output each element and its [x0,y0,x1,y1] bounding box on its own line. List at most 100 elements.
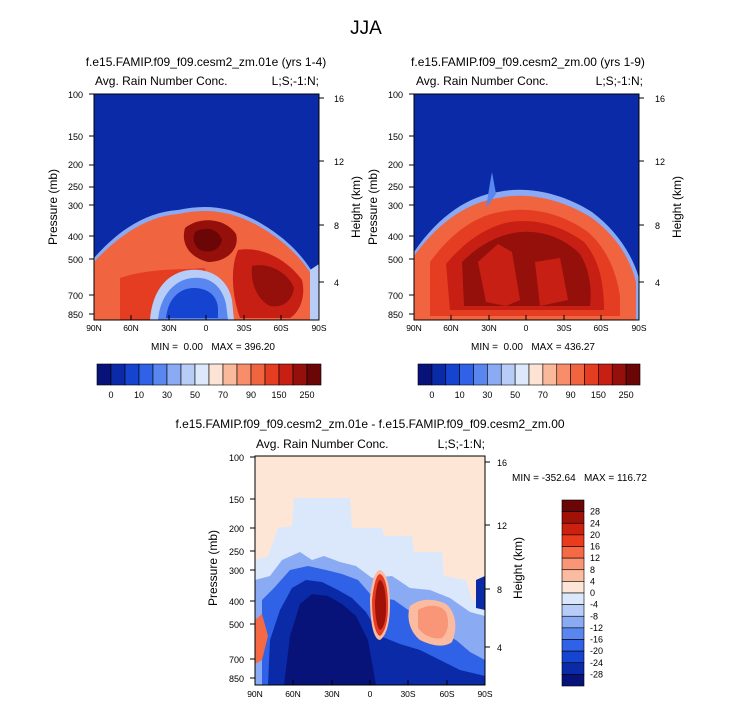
panel-b-xtick-30s: 30S [556,323,571,333]
panel-b-xtick-60n: 60N [443,323,459,333]
panel-c-colorbar-swatch-15 [561,674,585,687]
panel-c-subtitle-right: L;S;-1:N; [438,437,485,451]
panel-c-ytick-100: 100 [229,453,244,463]
panel-a-x-ticks: 90N 60N 30N 0 30S 60S 90S [86,315,327,333]
panel-c-colorbar-swatch-8 [561,592,585,605]
panel-b-colorbar-swatch-7 [514,363,530,386]
panel-a-y2tick-16: 16 [334,94,344,104]
panel-a-colorbar-swatch-15 [306,363,322,386]
panel-b-ytick-850: 850 [388,310,403,320]
panel-c-colorbar-swatch-10 [561,615,585,629]
panel-b-x-ticks: 90N 60N 30N 0 30S 60S 90S [406,315,647,333]
panel-a-cbar-label-0: 0 [108,390,113,400]
panel-a-colorbar-swatch-10 [236,363,252,386]
panel-c-xtick-30s: 30S [400,689,415,699]
panel-a-y2-label: Height (km) [349,176,363,238]
panel-c-xtick-0: 0 [368,689,373,699]
panel-c-cbar-label-0: 28 [590,507,600,517]
panel-c-y2tick-8: 8 [497,585,502,595]
panel-b-y2tick-12: 12 [655,157,665,167]
panel-c-xtick-30n: 30N [324,689,340,699]
panel-a-colorbar-swatch-4 [152,363,168,386]
panel-b-cbar-label-3: 50 [510,390,520,400]
panel-a-cbar-label-1: 10 [134,390,144,400]
panel-c-colorbar [561,499,585,687]
panel-c-cbar-label-10: -12 [590,623,603,633]
panel-c-ytick-400: 400 [229,597,244,607]
panel-a-title: f.e15.FAMIP.f09_f09.cesm2_zm.01e (yrs 1-… [86,55,327,69]
panel-c-xtick-60n: 60N [285,689,301,699]
panel-c-ytick-200: 200 [229,524,244,534]
panel-c-cbar-label-1: 24 [590,518,600,528]
panel-b: f.e15.FAMIP.f09_f09.cesm2_zm.00 (yrs 1-9… [366,55,684,400]
panel-c-colorbar-swatch-13 [561,650,585,664]
page-title: JJA [350,18,382,39]
panel-c-stats: MIN = -352.64 MAX = 116.72 [512,473,647,484]
panel-c-colorbar-labels: 28 24 20 16 12 8 4 0 -4 -8 -12 -16 -20 -… [590,507,603,680]
panel-b-cbar-label-7: 250 [619,390,634,400]
panel-c-cbar-label-14: -28 [590,669,603,679]
panel-b-colorbar-swatch-10 [556,363,571,386]
panel-c-colorbar-swatch-6 [561,569,585,582]
panel-c-colorbar-swatch-4 [561,546,585,559]
panel-c-y2-label: Height (km) [511,537,525,599]
panel-a-colorbar-swatch-1 [110,363,126,386]
panel-c-ytick-700: 700 [229,655,244,665]
panel-a-ytick-850: 850 [68,310,83,320]
panel-b-colorbar-swatch-15 [625,363,641,386]
panel-a-colorbar-swatch-9 [222,363,238,386]
panel-a-ytick-100: 100 [68,90,83,100]
panel-a-y2tick-12: 12 [334,157,344,167]
panel-b-cbar-label-0: 0 [429,390,434,400]
panel-c-y-ticks: 100 150 200 250 300 400 500 700 850 [229,453,255,684]
panel-a-ytick-500: 500 [68,255,83,265]
panel-b-y-ticks: 100 150 200 250 300 400 500 700 850 [388,90,414,320]
panel-b-subtitle-right: L;S;-1:N; [596,74,643,88]
panel-a-colorbar-swatch-8 [208,363,224,386]
panel-c-y-label: Pressure (mb) [206,530,220,606]
panel-c-cbar-label-3: 16 [590,542,600,552]
panel-b-cbar-label-4: 70 [538,390,548,400]
panel-a-y-ticks: 100 150 200 250 300 400 500 700 850 [68,90,94,320]
panel-b-colorbar-swatch-2 [445,363,460,386]
panel-b-xtick-60s: 60S [593,323,608,333]
panel-c-cbar-label-6: 4 [590,576,595,586]
panel-b-xtick-30n: 30N [481,323,497,333]
panel-c-cbar-label-2: 20 [590,530,600,540]
panel-b-colorbar-swatch-8 [528,363,544,386]
panel-a-colorbar-swatch-2 [124,363,140,386]
panel-b-cbar-label-5: 90 [566,390,576,400]
panel-a-colorbar [96,363,322,386]
panel-c-title: f.e15.FAMIP.f09_f09.cesm2_zm.01e - f.e15… [175,417,564,431]
panel-c-ytick-300: 300 [229,566,244,576]
panel-a-ytick-150: 150 [68,132,83,142]
panel-c-cbar-label-9: -8 [590,611,598,621]
panel-a-ytick-700: 700 [68,291,83,301]
panel-b-y2-label: Height (km) [670,176,684,238]
panel-b-cbar-label-6: 150 [591,390,606,400]
panel-a-colorbar-swatch-5 [166,363,182,386]
panel-b-cbar-label-2: 30 [482,390,492,400]
panel-c-heatmap [255,456,485,685]
panel-c-colorbar-swatch-2 [561,522,585,536]
panel-b-colorbar-labels: 0 10 30 50 70 90 150 250 [429,390,633,400]
panel-c-y2tick-12: 12 [497,521,507,531]
panel-b-stats: MIN = 0.00 MAX = 436.27 [471,342,595,353]
panel-a-colorbar-labels: 0 10 30 50 70 90 150 250 [108,390,314,400]
panel-c-y2tick-4: 4 [497,643,502,653]
panel-a-stats: MIN = 0.00 MAX = 396.20 [151,342,275,353]
panel-c-cbar-label-5: 8 [590,565,595,575]
panel-a-cbar-label-5: 90 [246,390,256,400]
panel-a-xtick-30s: 30S [236,323,251,333]
panel-c-cbar-label-8: -4 [590,600,598,610]
panel-a-colorbar-swatch-3 [138,363,154,386]
panel-c-x-ticks: 90N 60N 30N 0 30S 60S 90S [247,680,493,699]
panel-a-cbar-label-7: 250 [299,390,314,400]
panel-a-ytick-400: 400 [68,232,83,242]
panel-c-cbar-label-12: -20 [590,646,603,656]
panel-a-y2tick-4: 4 [334,278,339,288]
panel-c-colorbar-swatch-7 [561,581,585,594]
panel-b-xtick-90n: 90N [406,323,422,333]
panel-a: f.e15.FAMIP.f09_f09.cesm2_zm.01e (yrs 1-… [46,55,363,400]
